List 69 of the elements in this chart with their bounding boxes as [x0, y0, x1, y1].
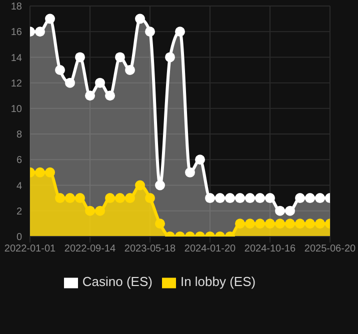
- y-tick-label: 12: [10, 78, 22, 90]
- point: [275, 206, 285, 216]
- point: [295, 218, 305, 229]
- point: [125, 193, 135, 204]
- point: [265, 218, 275, 229]
- x-tick-label: 2022-09-14: [64, 244, 116, 255]
- point: [65, 193, 75, 204]
- point: [35, 26, 45, 37]
- point: [95, 78, 105, 88]
- point: [105, 90, 115, 101]
- y-tick-label: 14: [10, 52, 22, 64]
- point: [265, 193, 275, 204]
- x-tick-label: 2023-05-18: [124, 244, 176, 255]
- point: [145, 26, 155, 37]
- point: [315, 218, 325, 229]
- point: [55, 193, 65, 204]
- point: [215, 193, 225, 204]
- legend-label: In lobby (ES): [180, 274, 256, 290]
- x-tick-label: 2025-06-20: [304, 244, 356, 255]
- point: [115, 193, 125, 204]
- y-tick-label: 6: [16, 155, 22, 166]
- point: [255, 193, 265, 204]
- point: [245, 218, 255, 229]
- point: [115, 52, 125, 62]
- y-tick-label: 4: [16, 180, 22, 192]
- point: [175, 26, 185, 37]
- point: [85, 206, 95, 216]
- point: [125, 65, 135, 76]
- point: [205, 193, 215, 204]
- point: [145, 193, 155, 204]
- point: [285, 218, 295, 229]
- point: [55, 65, 65, 76]
- point: [135, 180, 145, 190]
- point: [45, 167, 55, 178]
- point: [105, 193, 115, 204]
- point: [305, 218, 315, 229]
- point: [155, 218, 165, 229]
- point: [305, 193, 315, 204]
- point: [225, 193, 235, 204]
- point: [45, 14, 55, 24]
- x-tick-label: 2024-01-20: [184, 244, 236, 255]
- point: [315, 193, 325, 204]
- point: [35, 167, 45, 178]
- y-tick-label: 18: [10, 2, 22, 13]
- y-tick-label: 0: [16, 232, 22, 243]
- point: [165, 52, 175, 62]
- point: [75, 52, 85, 62]
- y-tick-label: 10: [10, 104, 22, 115]
- point: [95, 206, 105, 216]
- point: [195, 154, 205, 165]
- y-tick-label: 16: [10, 27, 22, 38]
- point: [65, 78, 75, 88]
- point: [245, 193, 255, 204]
- point: [285, 206, 295, 216]
- y-tick-label: 2: [16, 206, 22, 218]
- point: [85, 90, 95, 101]
- point: [75, 193, 85, 204]
- point: [235, 218, 245, 229]
- legend-label: Casino (ES): [82, 274, 152, 290]
- point: [185, 167, 195, 178]
- point: [155, 180, 165, 190]
- point: [135, 14, 145, 24]
- point: [275, 218, 285, 229]
- point: [295, 193, 305, 204]
- point: [235, 193, 245, 204]
- y-tick-label: 8: [16, 130, 22, 141]
- x-tick-label: 2024-10-16: [244, 244, 296, 255]
- point: [255, 218, 265, 229]
- x-tick-label: 2022-01-01: [4, 244, 56, 255]
